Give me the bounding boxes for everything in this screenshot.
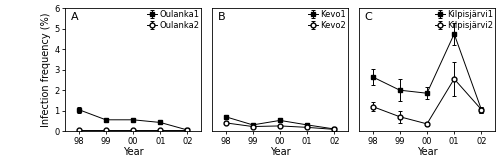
X-axis label: Year: Year xyxy=(270,147,290,157)
Text: B: B xyxy=(218,12,225,22)
Y-axis label: Infection frequency (%): Infection frequency (%) xyxy=(42,12,51,127)
X-axis label: Year: Year xyxy=(122,147,144,157)
Legend: Kilpisjärvi1, Kilpisjärvi2: Kilpisjärvi1, Kilpisjärvi2 xyxy=(434,9,494,31)
Legend: Kevo1, Kevo2: Kevo1, Kevo2 xyxy=(308,9,347,31)
Text: C: C xyxy=(364,12,372,22)
X-axis label: Year: Year xyxy=(416,147,438,157)
Legend: Oulanka1, Oulanka2: Oulanka1, Oulanka2 xyxy=(146,9,200,31)
Text: A: A xyxy=(70,12,78,22)
